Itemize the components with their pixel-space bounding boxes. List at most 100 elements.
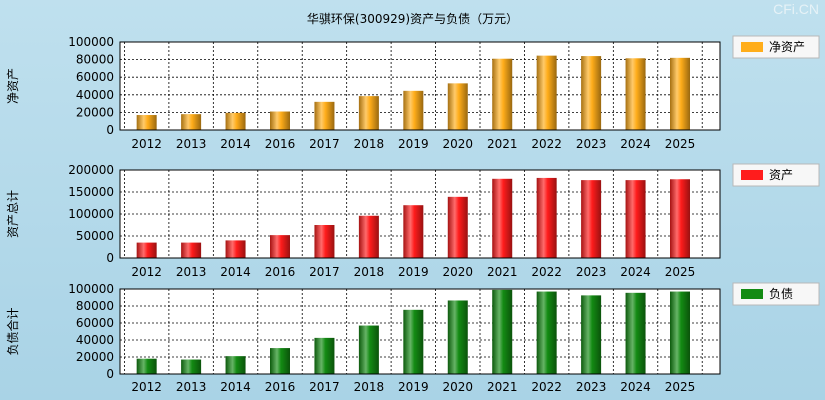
y-tick-label: 200000 xyxy=(68,163,114,177)
bar-2014 xyxy=(225,112,246,130)
bar-2016 xyxy=(270,235,290,258)
x-tick-label: 2014 xyxy=(220,380,251,394)
x-tick-label: 2018 xyxy=(354,380,385,394)
watermark: CFi.CN xyxy=(773,1,819,17)
y-axis-label: 资产总计 xyxy=(6,190,20,238)
x-tick-label: 2013 xyxy=(176,380,207,394)
plot-frame xyxy=(119,169,721,259)
y-tick-label: 0 xyxy=(106,251,114,265)
bar-2023 xyxy=(581,56,602,130)
bar-2021 xyxy=(492,289,513,374)
x-tick-label: 2012 xyxy=(131,265,162,279)
chart-panel-1: 0 20000 40000 60000 80000 100000 2012 2013 2014 2… xyxy=(6,35,820,151)
bar-2024 xyxy=(625,180,646,258)
y-tick-label: 50000 xyxy=(76,229,114,243)
plot-frame xyxy=(119,41,721,131)
bar-2025 xyxy=(670,291,690,374)
x-tick-label: 2021 xyxy=(487,380,518,394)
x-tick-label: 2013 xyxy=(176,265,207,279)
bar-2017 xyxy=(314,337,335,374)
bar-2022 xyxy=(536,177,557,258)
y-tick-label: 150000 xyxy=(68,185,114,199)
bar-2019 xyxy=(403,90,424,130)
bar-2024 xyxy=(625,58,646,130)
x-tick-label: 2021 xyxy=(487,137,518,151)
bar-2022 xyxy=(536,55,557,130)
x-tick-label: 2023 xyxy=(576,137,607,151)
bar-2016 xyxy=(270,348,290,374)
x-tick-label: 2020 xyxy=(443,265,474,279)
bar-2018 xyxy=(358,215,379,258)
x-tick-label: 2017 xyxy=(309,137,340,151)
x-tick-label: 2025 xyxy=(665,380,696,394)
bar-2013 xyxy=(181,359,202,374)
x-tick-label: 2012 xyxy=(131,380,162,394)
chart-panel-3: 0 20000 40000 60000 80000 100000 2012 2013 2014 2… xyxy=(5,282,820,394)
x-tick-label: 2016 xyxy=(265,265,296,279)
x-tick-label: 2020 xyxy=(443,137,474,151)
x-tick-label: 2016 xyxy=(265,137,296,151)
bar-2013 xyxy=(181,242,202,258)
legend-label: 负债 xyxy=(769,287,793,301)
bar-2018 xyxy=(358,325,379,374)
legend: 资产 xyxy=(732,163,820,187)
bar-2014 xyxy=(225,356,246,374)
plot-frame xyxy=(119,288,721,375)
y-tick-label: 60000 xyxy=(76,70,114,84)
x-tick-label: 2014 xyxy=(220,137,251,151)
y-tick-label: 100000 xyxy=(68,282,114,296)
bar-2021 xyxy=(492,178,513,258)
y-tick-label: 20000 xyxy=(76,105,114,119)
legend-label: 净资产 xyxy=(769,40,805,54)
x-tick-label: 2018 xyxy=(354,137,385,151)
bar-2016 xyxy=(270,111,290,130)
bar-2023 xyxy=(581,295,602,374)
bar-2017 xyxy=(314,101,335,130)
x-tick-label: 2020 xyxy=(443,380,474,394)
y-tick-label: 20000 xyxy=(76,350,114,364)
y-tick-label: 60000 xyxy=(76,316,114,330)
y-tick-label: 80000 xyxy=(76,53,114,67)
y-tick-label: 40000 xyxy=(76,333,114,347)
x-tick-label: 2016 xyxy=(265,380,296,394)
y-tick-label: 0 xyxy=(106,123,114,137)
bar-2017 xyxy=(314,225,335,258)
y-tick-label: 40000 xyxy=(76,88,114,102)
bar-2025 xyxy=(670,179,690,258)
bar-2014 xyxy=(225,240,246,258)
legend: 负债 xyxy=(732,282,820,306)
bar-2021 xyxy=(492,58,513,130)
bar-2012 xyxy=(136,242,157,258)
x-tick-label: 2024 xyxy=(620,137,651,151)
y-tick-label: 100000 xyxy=(68,207,114,221)
chart-panel-2: 0 50000 100000 150000 200000 2012 2013 2014 2016… xyxy=(6,163,820,279)
x-tick-label: 2018 xyxy=(354,265,385,279)
x-tick-label: 2025 xyxy=(665,137,696,151)
bar-2013 xyxy=(181,114,202,130)
x-tick-label: 2017 xyxy=(309,265,340,279)
y-axis-label: 净资产 xyxy=(6,68,20,104)
legend: 净资产 xyxy=(732,35,820,59)
x-tick-label: 2019 xyxy=(398,265,429,279)
x-tick-label: 2017 xyxy=(309,380,340,394)
y-tick-label: 100000 xyxy=(68,35,114,49)
bar-2019 xyxy=(403,205,424,258)
x-tick-label: 2019 xyxy=(398,380,429,394)
x-tick-label: 2014 xyxy=(220,265,251,279)
legend-box xyxy=(732,282,820,306)
bar-2022 xyxy=(536,291,557,374)
bar-2019 xyxy=(403,309,424,374)
legend-label: 资产 xyxy=(769,168,793,182)
legend-swatch xyxy=(741,42,763,52)
x-tick-label: 2025 xyxy=(665,265,696,279)
x-tick-label: 2024 xyxy=(620,380,651,394)
legend-box xyxy=(732,163,820,187)
bar-2012 xyxy=(136,115,157,130)
x-tick-label: 2024 xyxy=(620,265,651,279)
bar-2020 xyxy=(447,300,468,374)
x-tick-label: 2023 xyxy=(576,380,607,394)
y-tick-label: 80000 xyxy=(76,299,114,313)
x-tick-label: 2022 xyxy=(531,137,562,151)
